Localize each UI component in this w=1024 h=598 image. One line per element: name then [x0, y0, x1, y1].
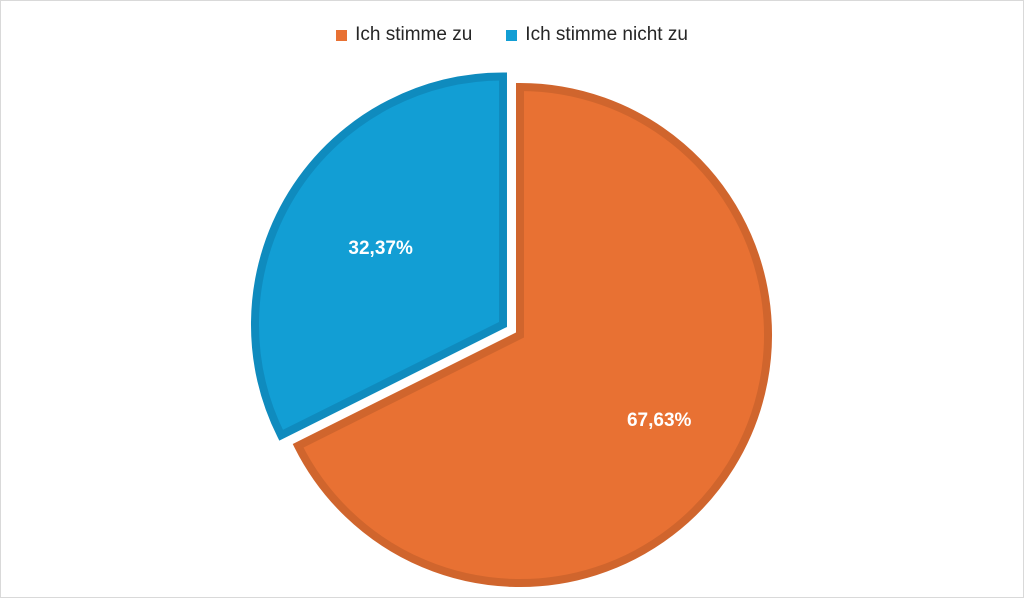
legend-item-disagree: Ich stimme nicht zu [506, 24, 688, 46]
legend-item-agree: Ich stimme zu [336, 24, 472, 46]
pie-label-agree: 67,63% [627, 410, 692, 431]
chart-legend: Ich stimme zu Ich stimme nicht zu [0, 20, 1024, 50]
legend-swatch-disagree [506, 29, 518, 41]
pie-slice-agree [292, 82, 772, 587]
legend-swatch-agree [336, 29, 348, 41]
legend-label-agree: Ich stimme zu [355, 24, 473, 45]
pie-slice-disagree [250, 72, 507, 441]
legend-label-disagree: Ich stimme nicht zu [525, 24, 688, 45]
pie-label-disagree: 32,37% [348, 238, 413, 259]
